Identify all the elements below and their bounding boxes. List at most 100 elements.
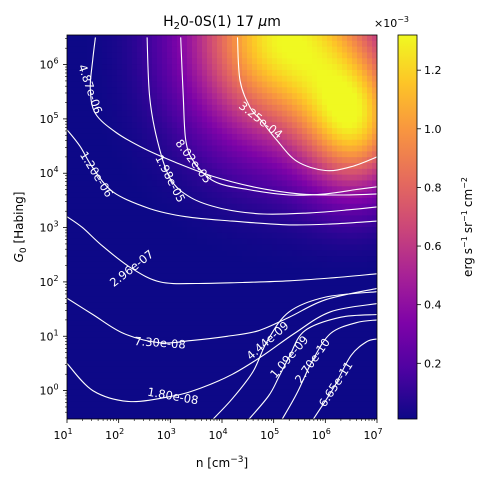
heatmap-cell — [307, 232, 313, 240]
heatmap-cell — [192, 250, 198, 257]
heatmap-cell — [207, 93, 213, 100]
heatmap-cell — [202, 35, 208, 42]
heatmap-cell — [227, 366, 233, 374]
heatmap-cell — [152, 308, 158, 315]
heatmap-cell — [137, 232, 143, 240]
heatmap-cell — [112, 413, 118, 419]
heatmap-cell — [187, 261, 193, 269]
heatmap-cell — [77, 133, 83, 141]
heatmap-cell — [212, 331, 218, 339]
heatmap-cell — [272, 302, 278, 310]
heatmap-cell — [107, 99, 113, 106]
heatmap-cell — [102, 64, 108, 71]
heatmap-cell — [82, 291, 88, 298]
heatmap-cell — [117, 122, 123, 129]
heatmap-cell — [237, 325, 243, 333]
heatmap-cell — [212, 401, 218, 408]
heatmap-cell — [297, 314, 303, 321]
heatmap-cell — [197, 157, 203, 164]
heatmap-cell — [162, 69, 168, 77]
heatmap-cell — [122, 355, 128, 362]
heatmap-cell — [77, 279, 83, 286]
heatmap-cell — [347, 250, 353, 257]
heatmap-cell — [307, 99, 313, 106]
heatmap-cell — [292, 244, 298, 251]
heatmap-cell — [257, 314, 263, 321]
heatmap-cell — [167, 413, 173, 419]
heatmap-cell — [282, 116, 288, 123]
heatmap-cell — [137, 35, 143, 42]
heatmap-cell — [92, 227, 98, 234]
heatmap-cell — [267, 145, 273, 152]
heatmap-cell — [87, 75, 93, 83]
contour-line — [67, 216, 377, 285]
heatmap-cell — [77, 232, 83, 240]
heatmap-cell — [292, 93, 298, 100]
heatmap-cell — [247, 69, 253, 77]
heatmap-cell — [302, 186, 308, 193]
heatmap-cell — [122, 279, 128, 286]
heatmap-cell — [182, 58, 188, 65]
heatmap-cell — [272, 52, 278, 59]
heatmap-cell — [357, 378, 363, 385]
heatmap-cell — [262, 75, 268, 83]
heatmap-cell — [282, 197, 288, 205]
heatmap-cell — [157, 203, 163, 211]
heatmap-cell — [347, 75, 353, 83]
heatmap-cell — [137, 296, 143, 304]
heatmap-cell — [257, 174, 263, 182]
heatmap-cell — [357, 337, 363, 344]
heatmap-cell — [172, 331, 178, 339]
heatmap-cell — [102, 192, 108, 199]
heatmap-cell — [247, 366, 253, 374]
heatmap-cell — [172, 128, 178, 135]
heatmap-cell — [187, 157, 193, 164]
heatmap-cell — [337, 366, 343, 374]
heatmap-cell — [72, 291, 78, 298]
heatmap-cell — [372, 186, 377, 193]
heatmap-cell — [362, 261, 368, 269]
heatmap-cell — [332, 372, 338, 379]
heatmap-cell — [292, 355, 298, 362]
heatmap-cell — [252, 221, 258, 228]
heatmap-cell — [307, 256, 313, 263]
heatmap-cell — [132, 75, 138, 83]
heatmap-cell — [147, 291, 153, 298]
heatmap-cell — [257, 232, 263, 240]
heatmap-cell — [317, 395, 323, 403]
heatmap-cell — [237, 308, 243, 315]
heatmap-cell — [252, 104, 258, 112]
heatmap-cell — [337, 75, 343, 83]
heatmap-cell — [347, 157, 353, 164]
heatmap-cell — [72, 209, 78, 216]
heatmap-cell — [82, 320, 88, 327]
heatmap-cell — [102, 395, 108, 403]
heatmap-cell — [97, 337, 103, 344]
heatmap-cell — [222, 244, 228, 251]
heatmap-cell — [372, 372, 377, 379]
heatmap-cell — [97, 238, 103, 246]
heatmap-cell — [307, 395, 313, 403]
heatmap-cell — [247, 122, 253, 129]
heatmap-cell — [147, 279, 153, 286]
heatmap-cell — [82, 52, 88, 59]
heatmap-cell — [77, 250, 83, 257]
heatmap-cell — [337, 302, 343, 310]
heatmap-cell — [152, 343, 158, 350]
heatmap-cell — [277, 238, 283, 246]
heatmap-cell — [142, 232, 148, 240]
heatmap-cell — [237, 337, 243, 344]
heatmap-cell — [282, 267, 288, 275]
heatmap-cell — [307, 168, 313, 176]
heatmap-cell — [107, 378, 113, 385]
heatmap-cell — [217, 401, 223, 408]
heatmap-cell — [162, 168, 168, 176]
heatmap-cell — [72, 203, 78, 211]
heatmap-cell — [277, 81, 283, 88]
heatmap-cell — [122, 325, 128, 333]
heatmap-cell — [232, 133, 238, 141]
heatmap-cell — [352, 331, 358, 339]
heatmap-cell — [67, 349, 73, 356]
heatmap-cell — [307, 349, 313, 356]
heatmap-cell — [147, 232, 153, 240]
